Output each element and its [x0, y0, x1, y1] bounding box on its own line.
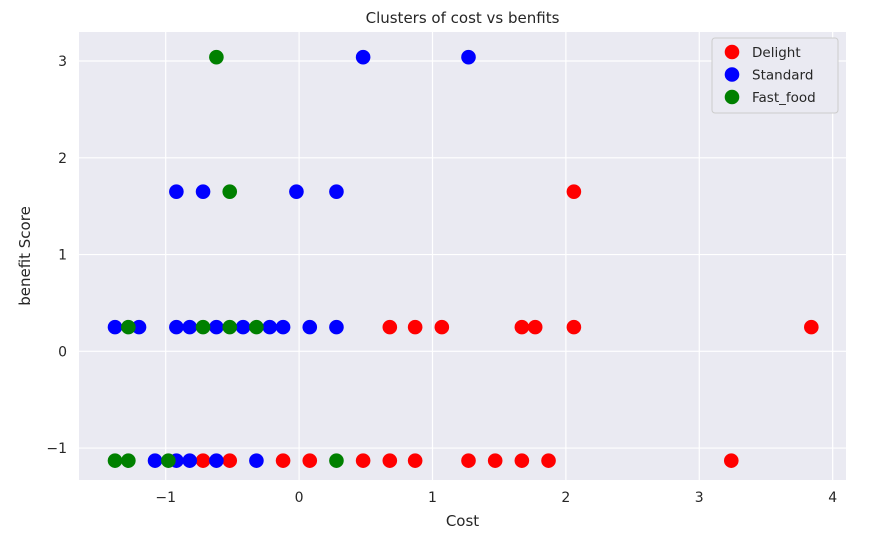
y-tick-label: 1: [58, 248, 67, 264]
data-point-standard: [329, 184, 344, 199]
data-point-delight: [407, 453, 423, 468]
data-point-fast-food: [161, 453, 176, 468]
data-point-standard: [147, 453, 163, 468]
data-point-fast-food: [195, 319, 211, 335]
data-point-standard: [249, 453, 264, 468]
x-tick-label: 4: [828, 490, 837, 506]
data-point-delight: [434, 319, 450, 335]
legend-marker: [724, 89, 740, 105]
data-point-delight: [514, 319, 530, 335]
data-point-delight: [195, 453, 211, 468]
data-point-standard: [262, 319, 278, 335]
data-point-standard: [169, 319, 184, 335]
x-tick-label: 0: [295, 490, 304, 506]
data-point-standard: [195, 184, 211, 199]
chart-title: Clusters of cost vs benfits: [366, 9, 560, 27]
data-point-standard: [275, 319, 291, 335]
y-tick-label: 2: [58, 151, 67, 167]
data-point-standard: [461, 49, 476, 65]
data-point-delight: [514, 453, 530, 468]
data-point-standard: [329, 319, 344, 335]
data-point-delight: [566, 184, 582, 199]
data-point-delight: [275, 453, 291, 468]
data-point-standard: [235, 319, 251, 335]
data-point-delight: [566, 319, 582, 335]
y-axis-label: benefit Score: [16, 206, 34, 306]
data-point-delight: [527, 319, 543, 335]
x-tick-label: 3: [695, 490, 704, 506]
data-point-delight: [222, 453, 238, 468]
data-point-delight: [382, 319, 398, 335]
legend: Delight Standard Fast_food: [711, 37, 839, 114]
data-point-fast-food: [121, 319, 136, 335]
data-point-standard: [182, 453, 198, 468]
x-axis-ticks: −1 0 1 2 3 4: [155, 490, 837, 506]
data-point-standard: [302, 319, 318, 335]
x-tick-label: 2: [561, 490, 570, 506]
data-point-fast-food: [329, 453, 344, 468]
data-point-delight: [723, 453, 739, 468]
data-point-standard: [169, 184, 184, 199]
y-tick-label: 3: [58, 54, 67, 70]
data-point-standard: [131, 319, 147, 335]
data-point-delight: [355, 453, 371, 468]
data-point-standard: [209, 453, 224, 468]
y-tick-label: 0: [58, 344, 67, 360]
data-point-fast-food: [249, 319, 264, 335]
legend-label: Fast_food: [752, 90, 816, 106]
data-point-standard: [209, 319, 224, 335]
data-point-delight: [407, 319, 423, 335]
data-point-delight: [804, 319, 819, 335]
x-tick-label: 1: [428, 490, 437, 506]
data-point-delight: [541, 453, 556, 468]
data-points: [107, 49, 819, 468]
x-tick-label: −1: [155, 490, 176, 506]
data-point-delight: [382, 453, 398, 468]
data-point-fast-food: [222, 184, 238, 199]
y-axis-ticks: −1 0 1 2 3: [46, 54, 67, 457]
legend-marker: [724, 67, 740, 82]
data-point-fast-food: [209, 49, 224, 65]
legend-label: Standard: [752, 68, 813, 84]
data-point-delight: [487, 453, 503, 468]
legend-label: Delight: [752, 45, 801, 61]
legend-box: [711, 37, 839, 114]
y-tick-label: −1: [46, 441, 67, 457]
data-point-fast-food: [222, 319, 238, 335]
legend-marker: [724, 44, 740, 60]
data-point-delight: [461, 453, 476, 468]
data-point-fast-food: [121, 453, 136, 468]
data-point-fast-food: [107, 453, 123, 468]
data-point-standard: [289, 184, 304, 199]
data-point-standard: [355, 49, 371, 65]
data-point-delight: [302, 453, 318, 468]
x-axis-label: Cost: [446, 512, 479, 530]
data-point-standard: [107, 319, 123, 335]
data-point-standard: [182, 319, 198, 335]
